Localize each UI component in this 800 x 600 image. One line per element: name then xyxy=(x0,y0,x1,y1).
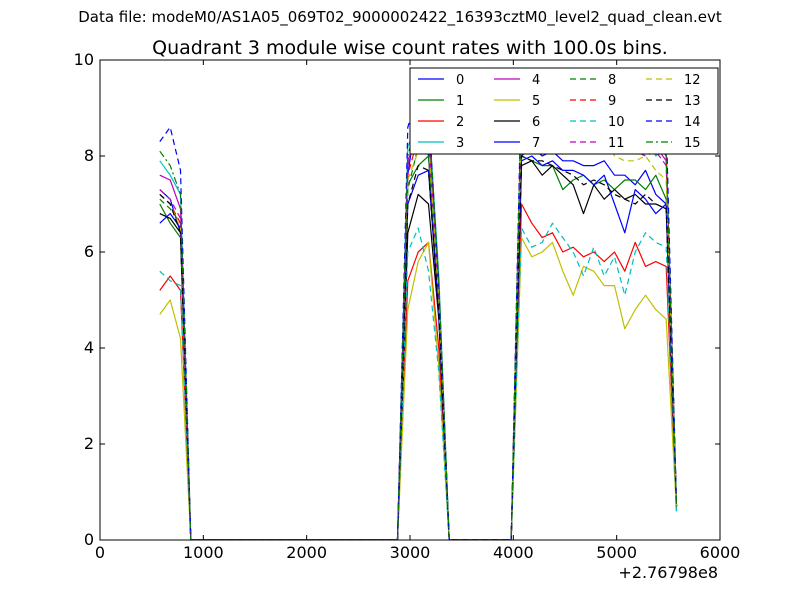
legend-label-3: 3 xyxy=(456,136,464,151)
legend-label-5: 5 xyxy=(532,94,540,109)
legend-label-13: 13 xyxy=(684,94,701,109)
x-tick-label: 3000 xyxy=(390,543,431,562)
y-tick-label: 2 xyxy=(84,434,94,453)
series-line-11 xyxy=(159,116,678,540)
legend-label-15: 15 xyxy=(684,136,701,151)
y-tick-label: 6 xyxy=(84,242,94,261)
series-line-15 xyxy=(159,92,678,540)
legend-label-1: 1 xyxy=(456,94,464,109)
series-line-0 xyxy=(159,102,678,540)
legend-label-0: 0 xyxy=(456,73,464,88)
y-tick-label: 4 xyxy=(84,338,94,357)
file-title: Data file: modeM0/AS1A05_069T02_90000024… xyxy=(78,8,722,26)
legend-label-4: 4 xyxy=(532,73,540,88)
y-tick-label: 10 xyxy=(74,50,94,69)
series-line-7 xyxy=(159,155,678,540)
legend-box xyxy=(409,67,719,155)
legend-label-14: 14 xyxy=(684,115,701,130)
legend-label-9: 9 xyxy=(608,94,616,109)
series-line-3 xyxy=(159,107,678,540)
series-line-12 xyxy=(159,121,678,540)
x-tick-label: 4000 xyxy=(493,543,534,562)
series-line-9 xyxy=(159,88,678,540)
x-axis-offset-label: +2.76798e8 xyxy=(618,563,718,582)
x-tick-label: 0 xyxy=(95,543,105,562)
x-tick-label: 5000 xyxy=(596,543,637,562)
x-tick-label: 1000 xyxy=(183,543,224,562)
legend-label-7: 7 xyxy=(532,136,540,151)
series-line-2 xyxy=(159,203,678,540)
legend-label-2: 2 xyxy=(456,115,464,130)
legend-label-6: 6 xyxy=(532,115,540,130)
series-line-1 xyxy=(159,155,678,540)
series-line-10 xyxy=(159,222,678,540)
series-line-4 xyxy=(159,116,678,540)
series-line-13 xyxy=(159,155,678,540)
chart-title: Quadrant 3 module wise count rates with … xyxy=(152,37,668,59)
series-line-6 xyxy=(159,160,678,540)
x-tick-label: 6000 xyxy=(700,543,741,562)
series-line-5 xyxy=(159,237,678,540)
series-line-8 xyxy=(159,88,678,540)
legend-label-8: 8 xyxy=(608,73,616,88)
y-tick-label: 0 xyxy=(84,530,94,549)
legend-label-11: 11 xyxy=(608,136,625,151)
x-tick-label: 2000 xyxy=(286,543,327,562)
legend-label-10: 10 xyxy=(608,115,625,130)
legend-label-12: 12 xyxy=(684,73,701,88)
y-tick-label: 8 xyxy=(84,146,94,165)
